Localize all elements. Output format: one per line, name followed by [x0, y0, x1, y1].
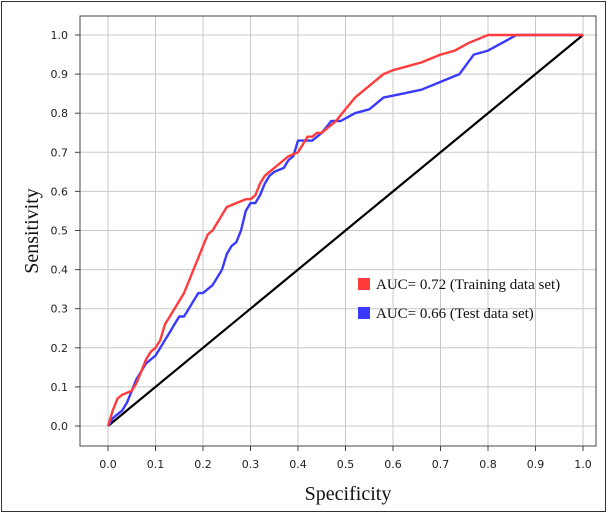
- legend-label-test: AUC= 0.66 (Test data set): [376, 306, 534, 322]
- y-tick-label: 0.9: [51, 68, 69, 81]
- x-tick-label: 0.3: [242, 458, 260, 471]
- x-tick-label: 0.8: [479, 458, 497, 471]
- x-tick-label: 0.1: [147, 458, 165, 471]
- y-tick-label: 0.8: [51, 107, 69, 120]
- x-tick-label: 0.4: [289, 458, 307, 471]
- x-tick-label: 0.2: [194, 458, 212, 471]
- x-tick-label: 1.0: [574, 458, 592, 471]
- y-tick-label: 0.7: [51, 146, 69, 159]
- test-roc-curve: [106, 33, 583, 427]
- legend-label-training: AUC= 0.72 (Training data set): [376, 277, 560, 293]
- series-lines: [106, 33, 584, 427]
- y-tick-label: 0.0: [51, 420, 69, 433]
- x-axis-ticks: 0.0 0.1 0.2 0.3 0.4 0.5 0.6 0.7 0.8 0.9 1.0: [99, 446, 592, 471]
- training-roc-curve: [106, 33, 583, 427]
- x-tick-label: 0.5: [337, 458, 355, 471]
- y-tick-label: 0.4: [51, 264, 69, 277]
- y-tick-label: 0.3: [51, 303, 69, 316]
- x-axis-title: Specificity: [305, 483, 392, 505]
- legend: AUC= 0.72 (Training data set) AUC= 0.66 …: [358, 277, 560, 322]
- y-tick-label: 0.5: [51, 225, 69, 238]
- y-tick-label: 0.2: [51, 342, 69, 355]
- x-tick-label: 0.9: [527, 458, 545, 471]
- legend-swatch-test: [358, 307, 370, 319]
- y-axis-title: Sensitivity: [21, 188, 43, 274]
- x-tick-label: 0.6: [384, 458, 402, 471]
- y-tick-label: 1.0: [51, 29, 69, 42]
- y-tick-label: 0.1: [51, 381, 69, 394]
- y-tick-label: 0.6: [51, 185, 69, 198]
- legend-swatch-training: [358, 278, 370, 290]
- x-tick-label: 0.0: [99, 458, 117, 471]
- grid-lines: [80, 16, 596, 446]
- reference-diagonal: [107, 34, 584, 427]
- x-tick-label: 0.7: [432, 458, 450, 471]
- y-axis-ticks: 0.0 0.1 0.2 0.3 0.4 0.5 0.6 0.7 0.8 0.9 1.0: [51, 29, 80, 433]
